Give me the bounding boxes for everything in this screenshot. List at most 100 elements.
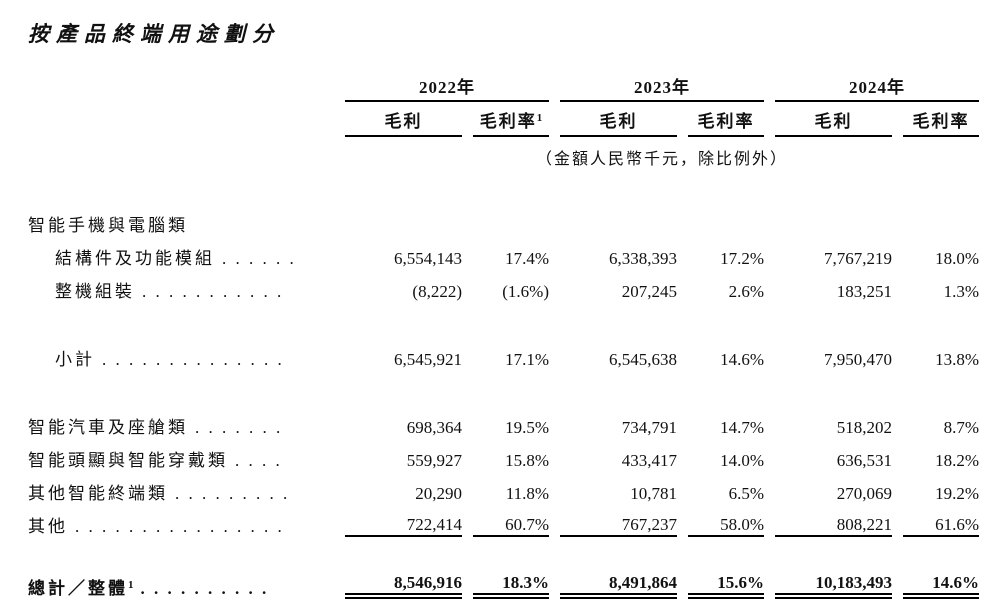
row-label: 智能手機與電腦類 — [28, 211, 345, 236]
table-row: 整機組裝 . . . . . . . . . . . (8,222) (1.6%)… — [28, 274, 1000, 307]
cell-profit-2024: 636,531 — [836, 451, 892, 470]
row-label: 智能頭顯與智能穿戴類 . . . . — [28, 446, 345, 471]
table-row: 結構件及功能模組 . . . . . . 6,554,143 17.4% 6,33… — [28, 241, 1000, 274]
cell-margin-2023: 2.6% — [728, 282, 764, 301]
table-header-years: 2022年 2023年 2024年 — [28, 72, 1000, 102]
cell-margin-2023: 58.0% — [688, 515, 764, 537]
row-label-text: 其他智能終端類 — [28, 484, 168, 503]
cell-margin-2022: (1.6%) — [502, 282, 549, 301]
dot-leader: . . . . . . . — [195, 418, 281, 437]
cell-profit-2022: 20,290 — [415, 484, 462, 503]
cell-margin-2024: 13.8% — [935, 350, 979, 369]
cell-profit-2022: 722,414 — [345, 515, 462, 537]
table-row: 智能頭顯與智能穿戴類. . . . 559,927 15.8% 433,417 … — [28, 443, 1000, 476]
cell-profit-2022: 6,545,921 — [394, 350, 462, 369]
col-header-margin-2022: 毛利率1 — [473, 107, 549, 137]
row-label-text: 整機組裝 — [55, 282, 135, 301]
cell-margin-2024: 8.7% — [943, 418, 979, 437]
cell-profit-2022: 698,364 — [406, 418, 462, 437]
row-label-text: 總計／整體 — [28, 579, 128, 598]
table-row: 其他智能終端類 . . . . . . . . . 20,290 11.8% 10… — [28, 476, 1000, 509]
section-spacer — [28, 169, 1000, 208]
cell-profit-2022: 8,546,916 — [345, 573, 462, 599]
cell-profit-2024: 183,251 — [836, 282, 892, 301]
table-row-subtotal: 小計. . . . . . . . . . . . . . 6,545,921 … — [28, 342, 1000, 375]
year-header-2022: 2022年 — [345, 73, 549, 102]
cell-margin-2022: 15.8% — [505, 451, 549, 470]
cell-margin-2024: 1.3% — [943, 282, 979, 301]
cell-margin-2022: 17.4% — [505, 249, 549, 268]
table-row-category: 智能手機與電腦類 — [28, 208, 1000, 241]
cell-profit-2024: 10,183,493 — [775, 573, 892, 599]
row-label-text: 智能頭顯與智能穿戴類 — [28, 451, 228, 470]
section-spacer — [28, 307, 1000, 342]
cell-margin-2022: 19.5% — [505, 418, 549, 437]
col-header-profit-2022: 毛利 — [345, 107, 462, 137]
cell-profit-2022: 559,927 — [406, 451, 462, 470]
row-label: 總計／整體1 . . . . . . . . . . — [28, 574, 345, 599]
table-header-columns: 毛利 毛利率1 毛利 毛利率 毛利 毛利率 — [28, 102, 1000, 137]
row-label-text: 其他 — [28, 517, 68, 536]
dot-leader: . . . . . . . . . . . — [142, 282, 282, 301]
cell-margin-2024: 14.6% — [903, 573, 979, 599]
year-header-2024: 2024年 — [775, 73, 979, 102]
row-label-text: 結構件及功能模組 — [55, 249, 215, 268]
col-header-profit-2024: 毛利 — [775, 107, 892, 137]
cell-margin-2023: 6.5% — [728, 484, 764, 503]
cell-margin-2022: 18.3% — [473, 573, 549, 599]
row-label: 結構件及功能模組 . . . . . . — [28, 244, 345, 269]
col-header-margin-text: 毛利率 — [479, 112, 537, 131]
cell-margin-2024: 61.6% — [903, 515, 979, 537]
dot-leader: . . . . . . . . . . . . . . . . — [75, 517, 282, 536]
dot-leader: . . . . . . . . . . . . . . — [102, 350, 282, 369]
col-header-margin-2023: 毛利率 — [688, 107, 764, 137]
cell-margin-2024: 18.0% — [935, 249, 979, 268]
units-note-row: （金額人民幣千元，除比例外） — [28, 137, 1000, 169]
cell-profit-2024: 7,767,219 — [824, 249, 892, 268]
section-spacer — [28, 375, 1000, 410]
row-label: 整機組裝 . . . . . . . . . . . — [28, 277, 345, 302]
cell-margin-2022: 17.1% — [505, 350, 549, 369]
year-header-2023: 2023年 — [560, 73, 764, 102]
cell-margin-2023: 14.0% — [720, 451, 764, 470]
section-spacer — [28, 542, 1000, 570]
cell-profit-2024: 808,221 — [775, 515, 892, 537]
row-label-text: 小計 — [55, 350, 95, 369]
cell-margin-2022: 60.7% — [473, 515, 549, 537]
row-label: 小計 . . . . . . . . . . . . . . — [28, 345, 345, 370]
cell-profit-2024: 7,950,470 — [824, 350, 892, 369]
dot-leader: . . . . . . . . . . — [140, 579, 267, 598]
cell-profit-2022: 6,554,143 — [394, 249, 462, 268]
units-note: （金額人民幣千元，除比例外） — [535, 151, 788, 168]
cell-profit-2023: 433,417 — [621, 451, 677, 470]
footnote-marker: 1 — [128, 579, 134, 591]
cell-margin-2023: 17.2% — [720, 249, 764, 268]
cell-margin-2023: 14.7% — [720, 418, 764, 437]
cell-profit-2022: (8,222) — [412, 282, 462, 301]
row-label: 其他 . . . . . . . . . . . . . . . . — [28, 512, 345, 537]
col-header-margin-2024: 毛利率 — [903, 107, 979, 137]
cell-profit-2023: 6,338,393 — [609, 249, 677, 268]
table-row-total: 總計／整體1 . . . . . . . . . . 8,546,916 18.3… — [28, 570, 1000, 603]
row-label: 其他智能終端類 . . . . . . . . . — [28, 479, 345, 504]
cell-profit-2023: 207,245 — [621, 282, 677, 301]
row-label-text: 智能汽車及座艙類 — [28, 418, 188, 437]
cell-profit-2023: 6,545,638 — [609, 350, 677, 369]
cell-profit-2023: 10,781 — [630, 484, 677, 503]
cell-margin-2024: 18.2% — [935, 451, 979, 470]
table-row: 其他 . . . . . . . . . . . . . . . . 722,41… — [28, 509, 1000, 542]
row-label-text: 智能手機與電腦類 — [28, 216, 188, 235]
cell-margin-2024: 19.2% — [935, 484, 979, 503]
page-title: 按產品終端用途劃分 — [28, 22, 280, 46]
gross-profit-table: 2022年 2023年 2024年 毛利 毛利率1 毛利 毛利率 毛利 毛利率 … — [28, 72, 1000, 603]
cell-profit-2023: 767,237 — [560, 515, 677, 537]
col-header-profit-2023: 毛利 — [560, 107, 677, 137]
cell-margin-2023: 15.6% — [688, 573, 764, 599]
dot-leader: . . . . . . . . . — [175, 484, 288, 503]
row-label: 智能汽車及座艙類 . . . . . . . — [28, 413, 345, 438]
cell-profit-2024: 270,069 — [836, 484, 892, 503]
table-row: 智能汽車及座艙類 . . . . . . . 698,364 19.5% 734,… — [28, 410, 1000, 443]
cell-margin-2023: 14.6% — [720, 350, 764, 369]
cell-profit-2024: 518,202 — [836, 418, 892, 437]
